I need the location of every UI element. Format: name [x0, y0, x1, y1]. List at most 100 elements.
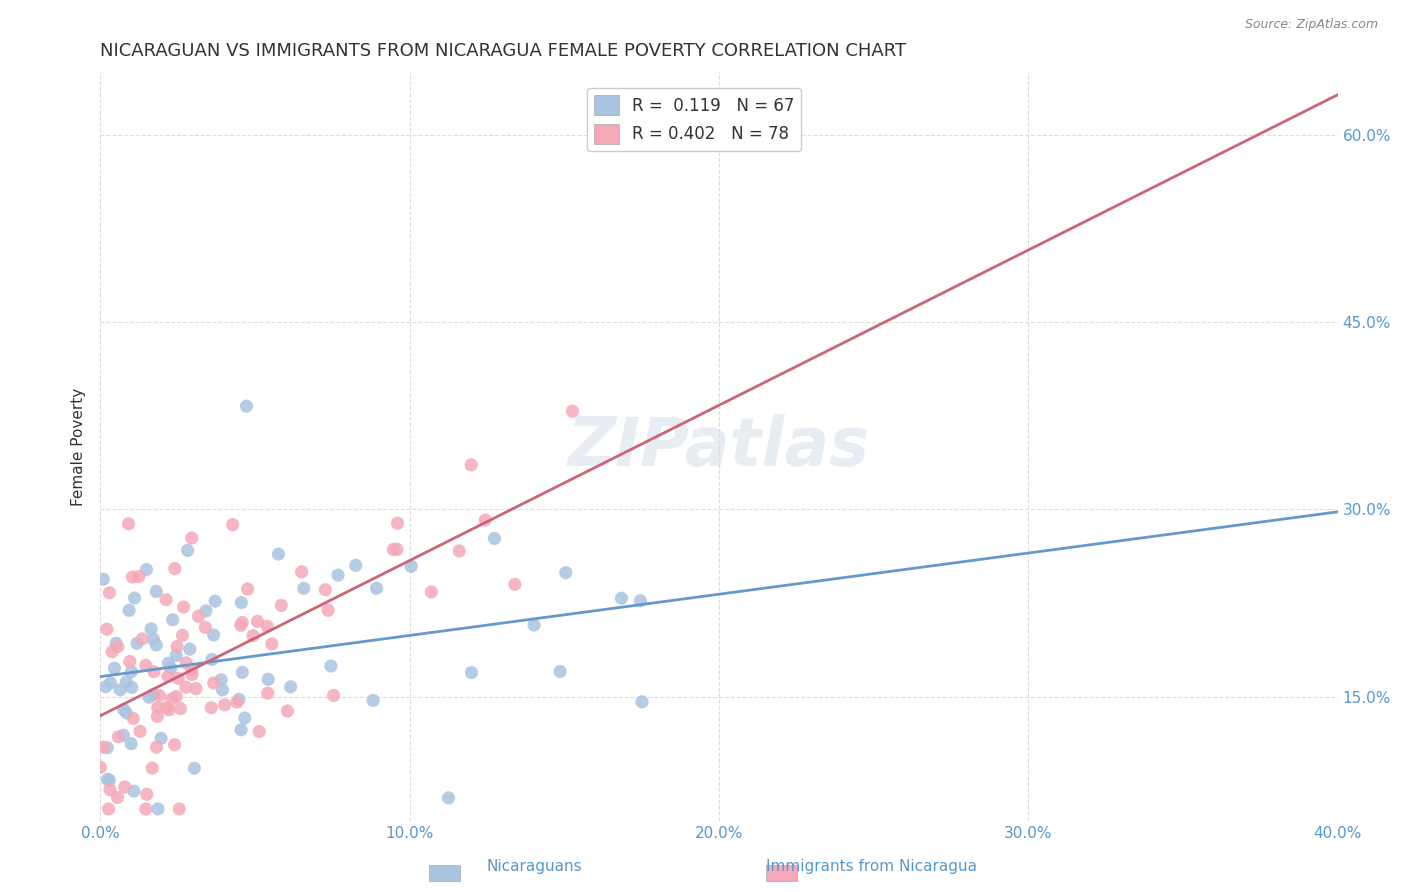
Point	[554, 566, 576, 580]
Point	[162, 613, 184, 627]
Point	[231, 596, 253, 610]
Point	[314, 582, 336, 597]
Point	[96, 622, 118, 636]
Point	[172, 628, 194, 642]
Point	[138, 690, 160, 705]
Point	[93, 572, 115, 586]
Point	[460, 665, 482, 680]
Point	[91, 740, 114, 755]
Point	[148, 689, 170, 703]
Point	[322, 689, 344, 703]
Point	[121, 665, 143, 679]
Point	[142, 687, 165, 701]
Point	[214, 698, 236, 712]
Point	[183, 761, 205, 775]
Point	[118, 655, 141, 669]
Point	[174, 656, 197, 670]
Point	[484, 532, 506, 546]
Point	[437, 790, 460, 805]
Point	[100, 676, 122, 690]
Point	[449, 544, 471, 558]
Point	[200, 700, 222, 714]
Point	[107, 790, 129, 805]
Point	[135, 787, 157, 801]
Point	[561, 404, 583, 418]
Point	[107, 640, 129, 654]
Point	[204, 594, 226, 608]
Point	[157, 669, 180, 683]
Point	[145, 740, 167, 755]
Point	[226, 695, 249, 709]
Point	[319, 659, 342, 673]
Point	[202, 628, 225, 642]
Point	[610, 591, 633, 606]
Point	[231, 615, 253, 630]
Point	[628, 593, 651, 607]
Point	[159, 661, 181, 675]
Point	[209, 673, 232, 687]
Point	[201, 652, 224, 666]
Point	[155, 701, 177, 715]
Point	[96, 772, 118, 787]
Point	[256, 619, 278, 633]
Point	[280, 680, 302, 694]
Point	[114, 780, 136, 794]
Point	[94, 680, 117, 694]
Point	[420, 585, 443, 599]
Point	[146, 802, 169, 816]
Point	[366, 582, 388, 596]
Point	[180, 663, 202, 677]
Point	[165, 648, 187, 663]
Point	[292, 582, 315, 596]
Point	[382, 542, 405, 557]
Point	[548, 665, 571, 679]
Point	[142, 632, 165, 647]
Point	[165, 690, 187, 704]
Point	[326, 568, 349, 582]
Point	[122, 711, 145, 725]
Point	[163, 738, 186, 752]
Point	[98, 782, 121, 797]
Point	[276, 704, 298, 718]
Point	[460, 458, 482, 472]
Text: Source: ZipAtlas.com: Source: ZipAtlas.com	[1244, 18, 1378, 31]
Point	[110, 682, 132, 697]
Point	[247, 724, 270, 739]
Point	[135, 802, 157, 816]
Point	[146, 700, 169, 714]
Point	[101, 645, 124, 659]
Point	[184, 681, 207, 696]
Point	[145, 584, 167, 599]
Point	[194, 620, 217, 634]
Point	[246, 615, 269, 629]
Point	[399, 559, 422, 574]
Point	[97, 802, 120, 816]
Point	[96, 740, 118, 755]
Point	[166, 640, 188, 654]
Point	[631, 695, 654, 709]
Point	[157, 657, 180, 671]
Point	[128, 569, 150, 583]
Point	[107, 730, 129, 744]
Point	[131, 632, 153, 646]
Point	[121, 681, 143, 695]
Point	[125, 636, 148, 650]
Point	[129, 724, 152, 739]
Point	[120, 737, 142, 751]
Point	[115, 706, 138, 720]
Point	[124, 591, 146, 605]
Point	[229, 618, 252, 632]
Text: Immigrants from Nicaragua: Immigrants from Nicaragua	[766, 859, 977, 874]
Point	[229, 723, 252, 737]
Point	[361, 693, 384, 707]
Point	[221, 517, 243, 532]
Point	[146, 709, 169, 723]
Point	[235, 399, 257, 413]
Point	[211, 682, 233, 697]
Point	[187, 609, 209, 624]
Point	[98, 773, 121, 788]
Point	[98, 586, 121, 600]
Point	[157, 703, 180, 717]
Point	[387, 516, 409, 531]
Point	[236, 582, 259, 596]
